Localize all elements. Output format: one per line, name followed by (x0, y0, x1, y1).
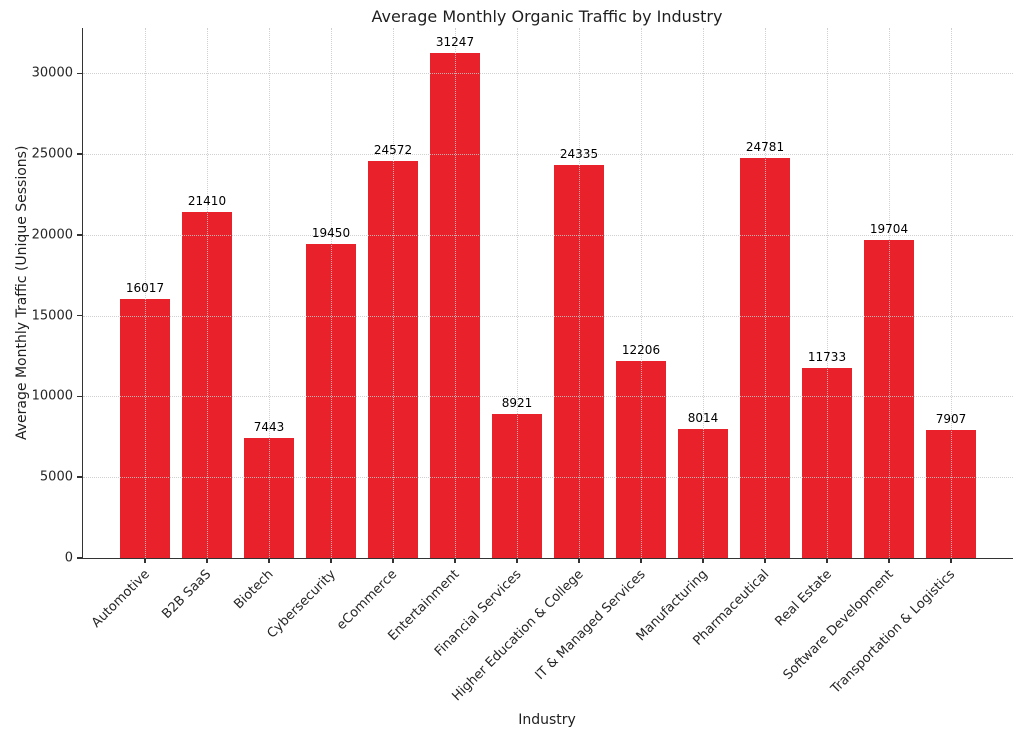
x-axis-tick (950, 558, 952, 563)
x-tick-label: Biotech (231, 567, 277, 613)
bar-value-label: 21410 (187, 194, 227, 209)
bar (430, 53, 480, 558)
x-tick-label: Software Development (780, 567, 897, 683)
x-axis-tick (640, 558, 642, 563)
bar-value-label: 7443 (253, 419, 285, 434)
bar (244, 437, 294, 558)
bar-value-label: 8014 (687, 410, 719, 425)
y-tick-label: 10000 (31, 388, 73, 404)
bar-value-label: 16017 (125, 281, 165, 296)
x-tick-label: B2B SaaS (159, 567, 215, 622)
y-axis-tick (76, 153, 82, 155)
x-axis-tick (330, 558, 332, 563)
x-axis-tick (516, 558, 518, 563)
x-axis-tick (392, 558, 394, 563)
gridline-horizontal (83, 73, 1013, 75)
plot-area: 0 5000 10000 15000 20000 25000 30000 16017 Autom… (32, 28, 1013, 704)
gridline-horizontal (83, 154, 1013, 156)
bar-value-label: 7907 (935, 412, 967, 427)
y-axis-tick (76, 234, 82, 236)
x-tick-label: Automotive (88, 567, 153, 631)
bar (306, 243, 356, 558)
y-axis-label: Average Monthly Traffic (Unique Sessions… (14, 145, 30, 441)
x-axis-tick (888, 558, 890, 563)
x-axis-tick (206, 558, 208, 563)
bar-value-label: 11733 (807, 350, 847, 365)
bar-value-label: 19704 (869, 221, 909, 236)
y-axis-tick (76, 72, 82, 75)
bar-value-label: 24781 (745, 139, 785, 154)
x-tick-label: Higher Education & College (449, 567, 587, 705)
bar-value-label: 19450 (311, 225, 351, 240)
y-axis-tick (76, 476, 82, 478)
x-tick-label: IT & Managed Services (532, 567, 649, 683)
x-axis-label: Industry (518, 712, 576, 728)
x-axis-tick (454, 558, 456, 563)
bar (864, 239, 914, 558)
bar-value-label: 8921 (501, 395, 533, 410)
y-axis-tick (76, 395, 82, 398)
x-axis-tick (578, 558, 580, 563)
x-axis-tick (144, 558, 146, 563)
y-tick-label: 5000 (39, 469, 73, 485)
bar (368, 161, 418, 558)
y-axis-tick (76, 557, 82, 559)
chart-title: Average Monthly Organic Traffic by Indus… (371, 7, 723, 26)
y-tick-label: 20000 (31, 227, 73, 243)
bar-value-label: 24572 (373, 143, 413, 158)
bar (802, 368, 852, 558)
x-axis-tick (764, 558, 766, 563)
bar (616, 360, 666, 558)
bar (182, 212, 232, 558)
x-tick-label: eCommerce (334, 567, 401, 634)
bar (926, 430, 976, 558)
bar (492, 413, 542, 558)
y-tick-label: 25000 (31, 146, 73, 162)
x-tick-label: Real Estate (772, 567, 835, 630)
x-axis-tick (702, 558, 704, 563)
y-tick-label: 15000 (31, 308, 73, 324)
bar-value-label: 31247 (435, 35, 475, 50)
bar-value-label: 24335 (559, 146, 599, 161)
y-tick-label: 0 (64, 550, 73, 566)
x-axis-tick (826, 558, 828, 563)
bar (740, 157, 790, 558)
y-tick-label: 30000 (31, 65, 73, 81)
x-axis-tick (268, 558, 270, 563)
bar-value-label: 12206 (621, 342, 661, 357)
y-axis-tick (76, 314, 82, 317)
bar (554, 164, 604, 558)
bar (678, 428, 728, 558)
x-tick-label: Transportation & Logistics (828, 567, 959, 697)
bar (120, 299, 170, 558)
